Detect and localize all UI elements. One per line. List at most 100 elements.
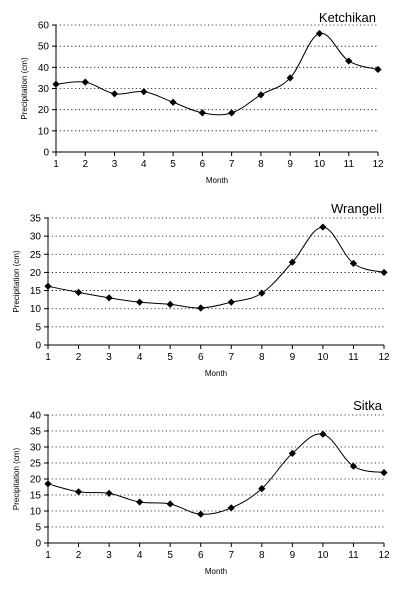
y-tick-label: 0 (35, 341, 41, 352)
y-tick-label: 25 (30, 459, 42, 470)
y-tick-label: 10 (30, 304, 42, 315)
x-tick-label: 5 (167, 352, 173, 363)
data-point (288, 449, 296, 457)
x-axis-title: Month (206, 176, 228, 185)
data-point (105, 294, 113, 302)
x-tick-label: 6 (200, 159, 206, 170)
x-tick-label: 10 (314, 159, 326, 170)
x-tick-label: 9 (290, 550, 296, 561)
x-tick-label: 6 (198, 352, 204, 363)
y-tick-label: 30 (30, 443, 42, 454)
x-tick-label: 6 (198, 550, 204, 561)
data-point (319, 430, 327, 438)
x-tick-label: 11 (344, 159, 355, 170)
x-tick-label: 8 (258, 159, 264, 170)
data-point (140, 88, 148, 96)
y-axis-title: Precipitation (cm) (20, 57, 29, 120)
y-tick-label: 50 (38, 42, 50, 53)
y-tick-label: 20 (38, 105, 50, 116)
data-point (286, 74, 294, 82)
x-tick-label: 12 (378, 550, 390, 561)
y-tick-label: 10 (38, 126, 50, 137)
x-tick-label: 5 (167, 550, 173, 561)
y-tick-label: 10 (30, 507, 42, 518)
y-tick-label: 15 (30, 286, 42, 297)
data-point (74, 288, 83, 296)
data-point (319, 223, 327, 231)
y-tick-label: 30 (38, 84, 50, 95)
data-point (380, 469, 388, 477)
data-point (166, 300, 174, 308)
data-point (81, 78, 89, 86)
x-tick-label: 2 (82, 159, 88, 170)
x-tick-label: 3 (106, 352, 112, 363)
x-axis-title: Month (205, 567, 227, 576)
data-point (198, 109, 206, 117)
x-tick-label: 4 (137, 550, 143, 561)
x-tick-label: 8 (259, 550, 265, 561)
data-point (345, 57, 353, 65)
x-tick-label: 2 (76, 352, 82, 363)
x-tick-label: 7 (228, 550, 234, 561)
x-tick-label: 5 (170, 159, 176, 170)
data-point (105, 489, 113, 497)
series-line (55, 32, 379, 116)
data-point (227, 298, 235, 306)
data-point (349, 259, 358, 267)
y-tick-label: 30 (30, 232, 42, 243)
y-axis-title: Precipitation (cm) (12, 448, 21, 511)
x-tick-label: 12 (372, 159, 384, 170)
data-point (74, 488, 83, 496)
data-point (44, 480, 52, 488)
x-tick-label: 1 (53, 159, 59, 170)
data-point (166, 500, 174, 508)
series-line (47, 433, 385, 515)
y-tick-label: 20 (30, 475, 42, 486)
y-tick-label: 5 (35, 322, 41, 333)
x-tick-label: 11 (348, 550, 359, 561)
x-tick-label: 1 (45, 352, 51, 363)
data-point (288, 258, 296, 266)
y-tick-label: 35 (30, 214, 42, 225)
data-point (349, 462, 358, 470)
y-tick-label: 0 (43, 148, 49, 159)
x-tick-label: 10 (317, 352, 329, 363)
x-tick-label: 10 (317, 550, 329, 561)
data-point (169, 98, 177, 106)
y-tick-label: 60 (38, 21, 50, 32)
x-tick-label: 12 (378, 352, 390, 363)
y-tick-label: 25 (30, 250, 42, 261)
x-tick-label: 4 (141, 159, 147, 170)
data-point (315, 29, 324, 38)
data-point (44, 282, 52, 290)
y-tick-label: 15 (30, 491, 42, 502)
data-point (110, 90, 119, 98)
x-tick-label: 2 (76, 550, 82, 561)
x-tick-label: 7 (228, 352, 234, 363)
data-point (197, 510, 205, 518)
x-tick-label: 1 (45, 550, 51, 561)
x-tick-label: 7 (229, 159, 235, 170)
series-line (47, 226, 385, 309)
x-tick-label: 9 (290, 352, 296, 363)
data-point (374, 65, 382, 74)
data-point (136, 498, 144, 506)
y-tick-label: 40 (38, 63, 50, 74)
data-point (258, 289, 266, 297)
data-point (136, 298, 144, 306)
x-tick-label: 11 (348, 352, 359, 363)
y-tick-label: 0 (35, 539, 41, 550)
x-tick-label: 3 (112, 159, 118, 170)
y-axis-title: Precipitation (cm) (12, 250, 21, 313)
data-point (257, 91, 265, 99)
chart-title: Sitka (353, 398, 383, 413)
y-tick-label: 20 (30, 268, 42, 279)
data-point (258, 485, 266, 493)
data-point (197, 304, 205, 312)
data-point (380, 268, 388, 277)
data-point (227, 504, 235, 512)
chart-title: Ketchikan (319, 10, 376, 25)
